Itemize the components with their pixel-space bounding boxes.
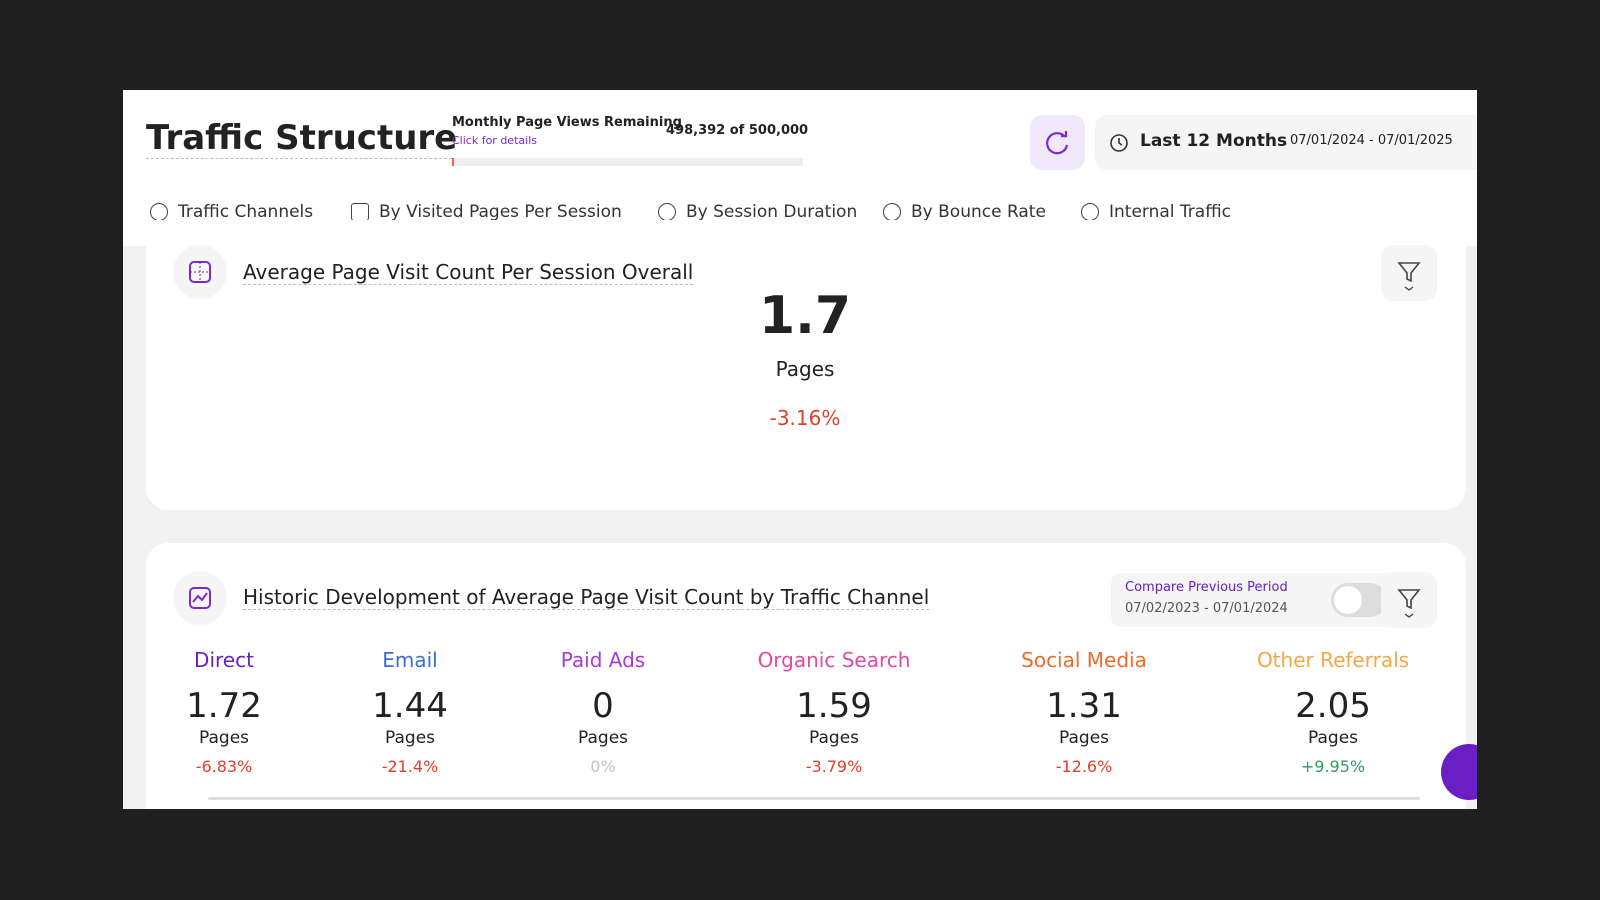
card-title: Average Page Visit Count Per Session Ove… [243, 260, 694, 285]
tab-label: Traffic Channels [178, 202, 314, 222]
refresh-button[interactable] [1030, 115, 1085, 170]
channel-change: -6.83% [195, 757, 253, 776]
tab-icon [883, 203, 901, 221]
tab[interactable]: Internal Traffic [1081, 202, 1231, 222]
filter-button[interactable] [1381, 245, 1437, 301]
scrollbar [208, 797, 1420, 800]
overall-unit: Pages [775, 357, 835, 381]
tab[interactable]: By Bounce Rate [883, 202, 1046, 222]
channel-value: 1.72 [186, 686, 262, 726]
channel-change: +9.95% [1300, 757, 1366, 776]
tab[interactable]: By Visited Pages Per Session [351, 202, 622, 222]
tab-icon [351, 203, 369, 221]
filter-button[interactable] [1381, 572, 1437, 628]
card-title: Historic Development of Average Page Vis… [243, 585, 930, 610]
tab-icon [658, 203, 676, 221]
tab-label: By Session Duration [686, 202, 858, 222]
quota-bar-fill [452, 158, 454, 166]
quota-label: Monthly Page Views Remaining [452, 115, 682, 130]
card-icon [173, 571, 227, 625]
refresh-icon [1046, 131, 1069, 155]
page-title: Traffic Structure [146, 118, 458, 159]
tab[interactable]: By Session Duration [658, 202, 857, 222]
date-range-picker[interactable]: Last 12 Months 07/01/2024 - 07/01/2025 [1095, 115, 1477, 170]
channel-value: 1.59 [796, 686, 872, 726]
channel-unit: Pages [808, 728, 860, 748]
channel-unit: Pages [1058, 728, 1110, 748]
overall-value: 1.7 [758, 286, 852, 346]
date-range-dates: 07/01/2024 - 07/01/2025 [1290, 133, 1453, 148]
channel-name: Direct [194, 648, 254, 672]
channel-value: 2.05 [1295, 686, 1371, 726]
overall-card: Average Page Visit Count Per Session Ove… [146, 220, 1466, 510]
date-range-label: Last 12 Months [1140, 131, 1288, 151]
quota-total: 500,000 [748, 123, 809, 138]
channel-unit: Pages [198, 728, 250, 748]
tab-label: By Visited Pages Per Session [379, 202, 622, 222]
channel-change: -3.79% [805, 757, 863, 776]
historic-card: Historic Development of Average Page Vis… [146, 543, 1466, 809]
compare-label: Compare Previous Period [1125, 580, 1288, 595]
channel-name: Other Referrals [1256, 648, 1410, 672]
channel-unit: Pages [1307, 728, 1359, 748]
channel-unit: Pages [384, 728, 436, 748]
quota-bar [452, 158, 803, 166]
tab-label: By Bounce Rate [911, 202, 1046, 222]
quota-of: of [729, 123, 745, 138]
channel-value: 1.31 [1046, 686, 1122, 726]
quota-remaining: 498,392 [666, 123, 726, 138]
compare-dates: 07/02/2023 - 07/01/2024 [1125, 601, 1288, 616]
tab-icon [1081, 203, 1099, 221]
channel-name: Paid Ads [560, 648, 646, 672]
channel-change: 0% [590, 757, 616, 776]
overall-change: -3.16% [769, 406, 841, 430]
compare-box: Compare Previous Period 07/02/2023 - 07/… [1111, 573, 1399, 627]
channel-name: Organic Search [757, 648, 911, 672]
channel-change: -21.4% [381, 757, 439, 776]
app-panel: Traffic Structure Monthly Page Views Rem… [123, 90, 1477, 809]
quota-link[interactable]: Click for details [452, 134, 537, 147]
channel-change: -12.6% [1055, 757, 1113, 776]
channel-name: Social Media [1021, 648, 1147, 672]
channel-name: Email [382, 648, 438, 672]
tab-icon [150, 203, 168, 221]
tab-label: Internal Traffic [1109, 202, 1231, 222]
compare-toggle[interactable] [1331, 583, 1387, 617]
channel-value: 1.44 [372, 686, 448, 726]
card-icon [173, 245, 227, 299]
channel-value: 0 [592, 686, 614, 726]
tab[interactable]: Traffic Channels [150, 202, 313, 222]
channel-unit: Pages [577, 728, 629, 748]
clock-icon [1110, 134, 1128, 152]
